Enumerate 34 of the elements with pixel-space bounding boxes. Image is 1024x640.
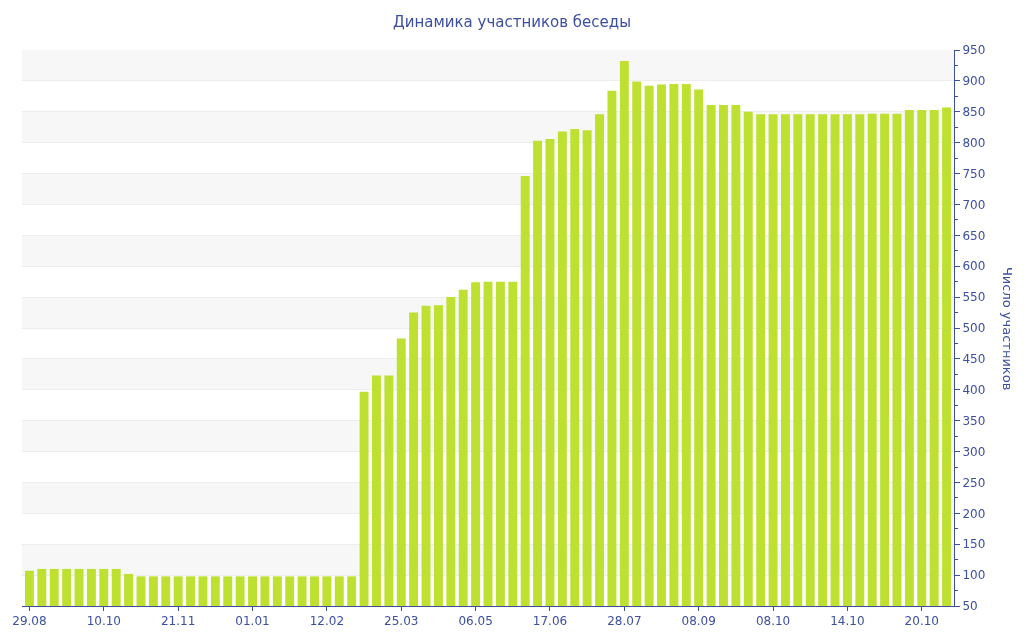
y-tick-label: 300 [962,444,986,459]
x-tick-label: 29.08 [12,614,47,629]
x-tick-label: 12.02 [309,614,345,629]
chart-title: Динамика участников беседы [392,12,632,31]
x-tick-label: 06.05 [458,614,493,629]
y-tick-label: 400 [962,382,986,397]
x-tick-label: 08.09 [681,614,716,629]
y-tick-label: 100 [962,568,986,583]
x-tick-label: 10.10 [86,614,121,629]
x-tick-label: 08.10 [755,614,791,629]
y-tick-label: 200 [962,506,986,521]
y-axis-title: Число участников [1000,266,1016,391]
y-tick-label: 800 [962,135,986,150]
x-tick-label: 28.07 [607,614,642,629]
y-tick-label: 950 [962,43,986,58]
y-tick-label: 850 [962,104,986,119]
y-tick-label: 450 [962,352,986,367]
y-tick-label: 50 [962,599,978,614]
x-tick-label: 14.10 [830,614,865,629]
y-tick-label: 700 [962,197,986,212]
x-tick-label: 01.01 [235,614,270,629]
y-tick-label: 600 [962,259,986,274]
y-tick-label: 550 [962,290,986,305]
x-tick-label: 20.10 [904,614,939,629]
y-tick-label: 650 [962,228,986,243]
x-tick-label: 25.03 [384,614,419,629]
y-tick-label: 150 [962,537,986,552]
y-tick-label: 900 [962,74,986,89]
y-tick-label: 250 [962,475,986,490]
y-tick-label: 500 [962,321,986,336]
x-tick-label: 21.11 [160,614,196,629]
y-tick-label: 350 [962,413,986,428]
x-tick-label: 17.06 [532,614,568,629]
y-tick-label: 750 [962,166,986,181]
